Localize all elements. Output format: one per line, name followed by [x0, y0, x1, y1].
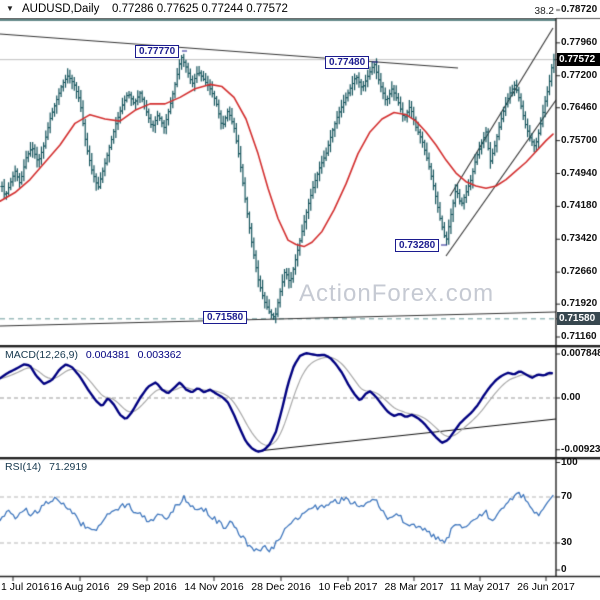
price-level-label[interactable]: 0.77480 — [325, 56, 370, 69]
date-axis-label: 29 Sep 2016 — [117, 581, 177, 593]
date-axis-label: 10 Feb 2017 — [318, 581, 378, 593]
date-axis-label: 16 Aug 2016 — [50, 581, 110, 593]
macd-main-value: 0.004381 — [85, 349, 130, 361]
rsi-axis-tick: 30 — [561, 537, 573, 548]
price-level-label[interactable]: 0.73280 — [395, 239, 440, 252]
date-axis-label: 11 May 2017 — [450, 581, 510, 593]
date-axis-label: 28 Mar 2017 — [384, 581, 444, 593]
date-axis-label: 1 Jul 2016 — [1, 581, 50, 593]
collapse-chart-icon[interactable]: ▼ — [6, 4, 14, 13]
price-axis-tick: 0.73420 — [561, 233, 598, 245]
rsi-axis-tick: 70 — [561, 491, 573, 502]
macd-indicator-label: MACD(12,26,9) 0.004381 0.003362 — [5, 349, 181, 361]
rsi-axis-tick: 100 — [561, 456, 578, 468]
rsi-axis-tick: 0 — [561, 564, 567, 575]
macd-axis-tick: 0.00 — [561, 392, 581, 403]
price-axis-tick: 0.71920 — [561, 298, 598, 310]
price-axis-tick: 0.71160 — [561, 331, 597, 342]
current-price-tag: 0.77572 — [557, 53, 600, 67]
price-axis-tick: 0.76460 — [561, 101, 598, 113]
price-level-label[interactable]: 0.77770 — [135, 45, 180, 58]
date-axis-label: 26 Jun 2017 — [517, 581, 575, 593]
price-level-label[interactable]: 0.71580 — [203, 311, 248, 324]
title-bar: ▼ AUDUSD,Daily 0.77286 0.77625 0.77244 0… — [0, 0, 556, 18]
macd-axis-tick: 0.007848 — [561, 348, 600, 359]
date-axis-label: 14 Nov 2016 — [184, 581, 244, 593]
price-axis-tick: 0.74180 — [561, 200, 598, 212]
macd-axis-tick: -0.00923 — [561, 443, 600, 455]
price-axis-tick: 0.77960 — [561, 36, 598, 48]
macd-signal-value: 0.003362 — [137, 349, 182, 361]
date-axis-label: 28 Dec 2016 — [251, 581, 311, 593]
fibonacci-38-2-label[interactable]: 38.2 — [534, 6, 554, 17]
price-axis-tick: 0.78720 — [561, 4, 598, 15]
rsi-name: RSI(14) — [5, 461, 42, 473]
macd-name: MACD(12,26,9) — [5, 349, 78, 361]
rsi-value: 71.2919 — [49, 461, 88, 473]
price-axis-tick: 0.77200 — [561, 69, 598, 81]
ohlc-quote-label: 0.77286 0.77625 0.77244 0.77572 — [112, 3, 288, 15]
price-axis-tick: 0.75700 — [561, 134, 598, 146]
support-level-tag: 0.71580 — [557, 312, 600, 326]
rsi-indicator-label: RSI(14) 71.2919 — [5, 461, 87, 473]
price-axis-tick: 0.72660 — [561, 266, 598, 278]
price-axis-tick: 0.74940 — [561, 167, 598, 179]
symbol-period-label: AUDUSD,Daily — [22, 3, 100, 15]
